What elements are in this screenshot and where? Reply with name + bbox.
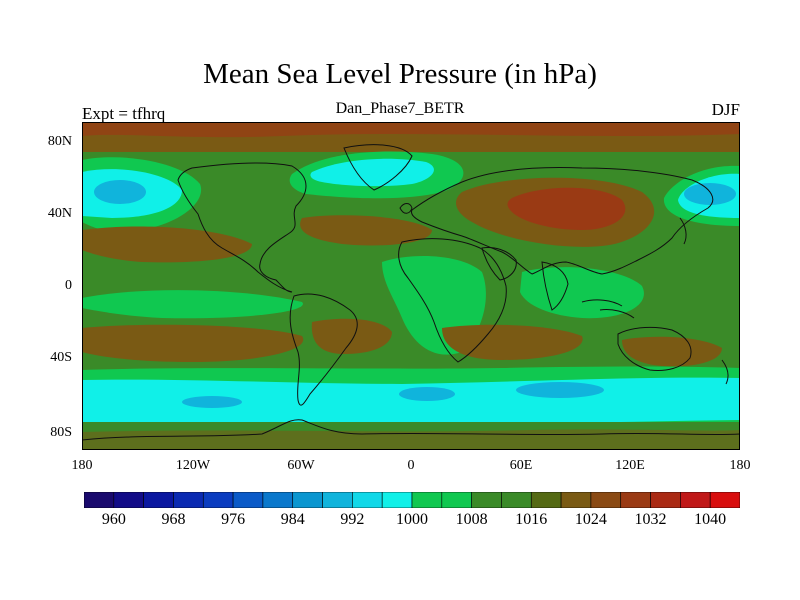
field-equatorial-low-pacific bbox=[82, 290, 303, 319]
coast-greenland bbox=[343, 144, 413, 191]
map-frame bbox=[82, 122, 740, 450]
field-arctic-strong bbox=[82, 122, 740, 138]
field-aleutian-low-west-core bbox=[94, 180, 146, 204]
colorbar-label: 960 bbox=[101, 511, 126, 528]
colorbar-box bbox=[650, 492, 681, 508]
coast-antarctica bbox=[82, 419, 740, 441]
colorbar-box bbox=[501, 492, 532, 508]
lon-tick-60w: 60W bbox=[287, 458, 315, 473]
colorbar-label: 1032 bbox=[634, 511, 667, 528]
field-indian-high bbox=[442, 324, 583, 360]
colorbar-box bbox=[202, 492, 234, 508]
map-title: Mean Sea Level Pressure (in hPa) bbox=[203, 58, 597, 90]
lon-tick-0: 0 bbox=[407, 458, 415, 473]
coast-arabia bbox=[481, 247, 517, 281]
colorbar-box bbox=[262, 492, 294, 508]
field-southern-core-1 bbox=[399, 387, 455, 401]
colorbar-box bbox=[680, 492, 711, 508]
field-southern-core-3 bbox=[182, 396, 242, 408]
colorbar-box bbox=[471, 492, 502, 508]
colorbar-box bbox=[411, 492, 443, 508]
field-south-pacific-high bbox=[82, 324, 304, 362]
colorbar-box bbox=[232, 492, 264, 508]
field-australia-high bbox=[622, 336, 722, 367]
colorbar bbox=[84, 492, 740, 508]
colorbar-box bbox=[709, 492, 740, 508]
colorbar-box bbox=[173, 492, 204, 508]
coast-australia bbox=[617, 326, 692, 371]
map-subtitle: Dan_Phase7_BETR bbox=[335, 100, 465, 117]
colorbar-box bbox=[113, 492, 144, 508]
colorbar-box bbox=[530, 492, 562, 508]
colorbar-box bbox=[590, 492, 622, 508]
colorbar-label: 1040 bbox=[694, 511, 727, 528]
colorbar-box bbox=[620, 492, 651, 508]
map-canvas bbox=[82, 122, 740, 450]
coastlines bbox=[82, 144, 740, 441]
coast-uk bbox=[399, 203, 413, 214]
pressure-map bbox=[82, 122, 740, 450]
field-siberian-high-core bbox=[507, 187, 626, 230]
colorbar-label: 976 bbox=[221, 511, 246, 528]
colorbar-box bbox=[560, 492, 592, 508]
lon-tick-180e: 180 bbox=[729, 458, 751, 473]
colorbar-label: 992 bbox=[340, 511, 365, 528]
field-antarctic-edge bbox=[82, 429, 740, 450]
coast-south-america bbox=[289, 293, 358, 406]
colorbar-label: 1008 bbox=[455, 511, 488, 528]
field-atlantic-high bbox=[300, 215, 432, 246]
colorbar-box bbox=[352, 492, 383, 508]
lon-tick-60e: 60E bbox=[509, 458, 533, 473]
colorbar-label: 984 bbox=[280, 511, 305, 528]
colorbar-label: 1000 bbox=[396, 511, 428, 528]
coast-europe-asia bbox=[411, 167, 714, 275]
experiment-label: Expt = tfhrq bbox=[82, 104, 166, 123]
colorbar-label: 1016 bbox=[515, 511, 548, 528]
field-aleutian-low-east-core bbox=[684, 183, 736, 205]
colorbar-box bbox=[381, 492, 413, 508]
lon-tick-120e: 120E bbox=[615, 458, 645, 473]
lat-tick-80s: 80S bbox=[50, 425, 72, 440]
coast-new-zealand bbox=[721, 359, 729, 385]
colorbar-label: 968 bbox=[161, 511, 186, 528]
coast-india bbox=[541, 261, 569, 311]
colorbar-box bbox=[441, 492, 472, 508]
lon-tick-120w: 120W bbox=[175, 458, 211, 473]
lat-tick-80n: 80N bbox=[47, 134, 72, 149]
lat-tick-40s: 40S bbox=[50, 350, 72, 365]
field-icelandic-low-inner bbox=[310, 158, 434, 187]
field-southern-core-2 bbox=[516, 382, 604, 398]
colorbar-box bbox=[322, 492, 353, 508]
colorbar-box bbox=[292, 492, 323, 508]
lat-tick-0: 0 bbox=[65, 278, 72, 293]
lon-tick-180w: 180 bbox=[71, 458, 93, 473]
field-southern-ocean-deep bbox=[82, 377, 740, 425]
lat-tick-40n: 40N bbox=[47, 206, 72, 221]
coast-north-america bbox=[177, 162, 307, 293]
coast-africa bbox=[398, 238, 507, 363]
colorbar-box bbox=[143, 492, 174, 508]
colorbar-box bbox=[84, 492, 115, 508]
field-south-atlantic-high bbox=[311, 318, 392, 354]
field-pacific-high bbox=[82, 226, 252, 263]
coast-japan bbox=[679, 217, 687, 245]
coast-indonesia bbox=[581, 299, 635, 319]
colorbar-label: 1024 bbox=[574, 511, 607, 528]
season-label: DJF bbox=[711, 100, 740, 119]
